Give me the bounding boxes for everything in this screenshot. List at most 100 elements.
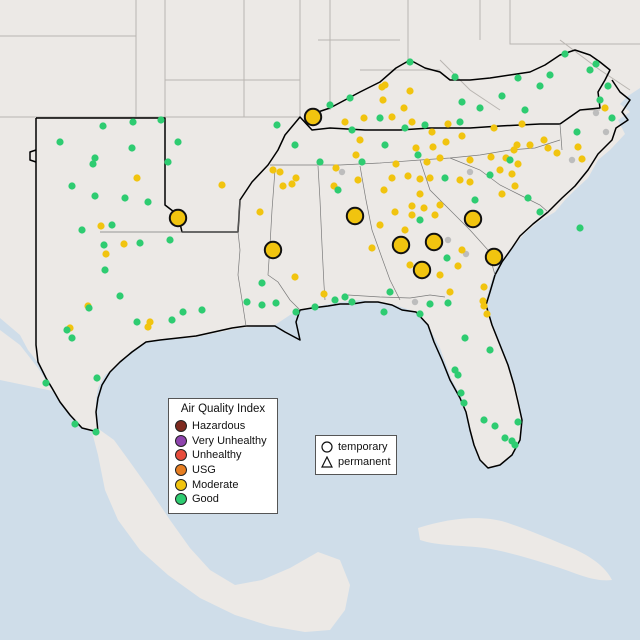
station-moderate	[354, 176, 362, 184]
station-moderate	[408, 211, 416, 219]
station-good	[380, 308, 388, 316]
station-moderate	[480, 302, 488, 310]
station-good	[514, 74, 522, 82]
station-good	[68, 334, 76, 342]
station-moderate	[341, 118, 349, 126]
station-moderate	[332, 164, 340, 172]
hazardous-swatch	[175, 420, 187, 433]
station-moderate	[218, 181, 226, 189]
station-good	[592, 60, 600, 68]
legend-item-unhealthy: Unhealthy	[175, 448, 271, 463]
unhealthy-swatch	[175, 449, 187, 462]
cuba	[418, 518, 612, 581]
station-moderate	[388, 174, 396, 182]
station-good	[454, 371, 462, 379]
station-good	[129, 118, 137, 126]
station-good	[461, 334, 469, 342]
station-moderate	[496, 166, 504, 174]
station-good	[101, 266, 109, 274]
station-good	[346, 94, 354, 102]
station-good	[316, 158, 324, 166]
legend-item-permanent: permanent	[321, 455, 391, 470]
station-good	[486, 346, 494, 354]
station-no-data	[338, 168, 346, 176]
station-good	[444, 299, 452, 307]
aqi-legend: Air Quality Index Hazardous Very Unhealt…	[168, 398, 278, 514]
station-moderate	[320, 290, 328, 298]
station-good	[480, 416, 488, 424]
station-good	[441, 174, 449, 182]
station-good	[381, 141, 389, 149]
station-good	[157, 116, 165, 124]
station-moderate	[406, 87, 414, 95]
station-moderate	[423, 158, 431, 166]
station-good	[498, 92, 506, 100]
station-moderate	[401, 226, 409, 234]
station-good	[514, 418, 522, 426]
legend-label: Unhealthy	[192, 449, 242, 462]
station-moderate	[416, 190, 424, 198]
legend-item-usg: USG	[175, 463, 271, 478]
legend-label: Good	[192, 493, 219, 506]
station-good	[586, 66, 594, 74]
station-good	[128, 144, 136, 152]
station-moderate	[97, 222, 105, 230]
station-moderate	[368, 244, 376, 252]
station-good	[164, 158, 172, 166]
legend-label: Hazardous	[192, 420, 246, 433]
station-moderate	[408, 118, 416, 126]
station-good	[576, 224, 584, 232]
station-good	[326, 101, 334, 109]
station-good	[524, 194, 532, 202]
station-moderate	[133, 174, 141, 182]
station-good	[358, 158, 366, 166]
station-no-data	[411, 298, 419, 306]
temporary-station-moderate	[424, 232, 444, 252]
station-moderate	[376, 221, 384, 229]
station-good	[291, 141, 299, 149]
station-moderate	[144, 323, 152, 331]
temporary-station-moderate	[484, 247, 504, 267]
station-moderate	[446, 288, 454, 296]
station-good	[416, 216, 424, 224]
station-moderate	[269, 166, 277, 174]
station-moderate	[601, 104, 609, 112]
station-good	[91, 192, 99, 200]
legend-label: Very Unhealthy	[192, 434, 267, 447]
station-moderate	[442, 138, 450, 146]
station-moderate	[553, 149, 561, 157]
station-good	[546, 71, 554, 79]
temporary-station-moderate	[391, 235, 411, 255]
legend-label: Moderate	[192, 478, 239, 491]
station-moderate	[490, 124, 498, 132]
station-moderate	[412, 144, 420, 152]
station-good	[100, 241, 108, 249]
good-swatch	[175, 493, 187, 506]
station-good	[406, 58, 414, 66]
station-moderate	[360, 114, 368, 122]
station-good	[491, 422, 499, 430]
station-good	[258, 301, 266, 309]
station-moderate	[518, 120, 526, 128]
station-good	[341, 293, 349, 301]
station-good	[476, 104, 484, 112]
station-good	[121, 194, 129, 202]
station-good	[426, 300, 434, 308]
station-good	[596, 96, 604, 104]
station-moderate	[578, 155, 586, 163]
triangle-icon	[321, 455, 333, 468]
temporary-station-moderate	[303, 107, 323, 127]
station-moderate	[498, 190, 506, 198]
station-good	[331, 296, 339, 304]
station-good	[174, 138, 182, 146]
station-moderate	[388, 113, 396, 121]
temporary-station-moderate	[263, 240, 283, 260]
station-moderate	[458, 246, 466, 254]
temporary-station-moderate	[463, 209, 483, 229]
station-moderate	[102, 250, 110, 258]
station-good	[573, 128, 581, 136]
station-good	[292, 308, 300, 316]
legend-item-good: Good	[175, 492, 271, 507]
station-moderate	[483, 310, 491, 318]
